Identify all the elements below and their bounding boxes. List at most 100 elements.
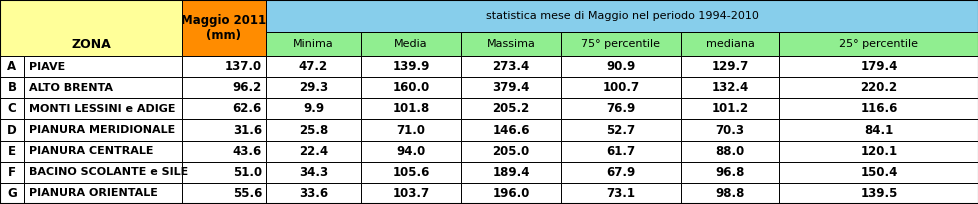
Text: statistica mese di Maggio nel periodo 1994-2010: statistica mese di Maggio nel periodo 19… [485,11,758,21]
Text: B: B [8,81,17,94]
Bar [0,0,182,56]
Text: BACINO SCOLANTE e SILE: BACINO SCOLANTE e SILE [29,167,188,177]
Bar [361,141,461,162]
Text: 189.4: 189.4 [492,166,529,179]
Text: PIANURA CENTRALE: PIANURA CENTRALE [29,146,154,156]
Bar [560,32,681,56]
Text: Massima: Massima [486,39,535,49]
Bar [24,98,182,119]
Text: Media: Media [394,39,427,49]
Bar [0,119,24,141]
Text: F: F [8,166,16,179]
Bar [361,77,461,98]
Text: 70.3: 70.3 [715,123,743,136]
Bar [681,162,778,183]
Bar [182,183,266,204]
Text: 61.7: 61.7 [605,145,635,158]
Text: ZONA: ZONA [71,38,111,51]
Text: 146.6: 146.6 [492,123,529,136]
Text: 120.1: 120.1 [860,145,897,158]
Bar [778,141,978,162]
Text: 94.0: 94.0 [396,145,425,158]
Bar [182,56,266,77]
Text: 205.2: 205.2 [492,102,529,115]
Text: 379.4: 379.4 [492,81,529,94]
Text: 52.7: 52.7 [605,123,635,136]
Text: Maggio 2011
(mm): Maggio 2011 (mm) [181,14,266,42]
Bar [24,183,182,204]
Bar [24,77,182,98]
Text: 101.2: 101.2 [711,102,748,115]
Bar [182,162,266,183]
Text: 25.8: 25.8 [298,123,328,136]
Text: 62.6: 62.6 [233,102,262,115]
Text: 205.0: 205.0 [492,145,529,158]
Bar [0,56,24,77]
Bar [560,183,681,204]
Bar [182,0,266,56]
Bar [560,98,681,119]
Text: 67.9: 67.9 [605,166,635,179]
Bar [681,183,778,204]
Text: 116.6: 116.6 [860,102,897,115]
Bar [266,119,361,141]
Bar [266,183,361,204]
Text: 71.0: 71.0 [396,123,425,136]
Text: 75° percentile: 75° percentile [581,39,660,49]
Bar [361,162,461,183]
Bar [778,32,978,56]
Bar [681,98,778,119]
Text: 47.2: 47.2 [298,60,328,73]
Bar [461,141,560,162]
Bar [361,119,461,141]
Bar [461,56,560,77]
Bar [24,119,182,141]
Text: 88.0: 88.0 [715,145,744,158]
Bar [182,77,266,98]
Text: PIANURA MERIDIONALE: PIANURA MERIDIONALE [29,125,175,135]
Text: 90.9: 90.9 [605,60,635,73]
Text: 33.6: 33.6 [298,187,328,200]
Bar [461,183,560,204]
Bar [182,98,266,119]
Text: 51.0: 51.0 [233,166,262,179]
Bar [681,56,778,77]
Text: 103.7: 103.7 [392,187,429,200]
Bar [361,56,461,77]
Bar [681,32,778,56]
Text: PIANURA ORIENTALE: PIANURA ORIENTALE [29,188,157,198]
Text: ALTO BRENTA: ALTO BRENTA [29,83,112,93]
Bar [266,0,978,32]
Bar [0,162,24,183]
Text: MONTI LESSINI e ADIGE: MONTI LESSINI e ADIGE [29,104,175,114]
Bar [681,141,778,162]
Text: 22.4: 22.4 [298,145,328,158]
Bar [461,98,560,119]
Bar [266,32,361,56]
Bar [182,141,266,162]
Text: 139.5: 139.5 [860,187,897,200]
Text: C: C [8,102,17,115]
Bar [560,162,681,183]
Bar [0,141,24,162]
Bar [560,141,681,162]
Text: 96.2: 96.2 [233,81,262,94]
Bar [0,183,24,204]
Text: 76.9: 76.9 [605,102,635,115]
Text: 100.7: 100.7 [601,81,639,94]
Text: 179.4: 179.4 [860,60,897,73]
Text: 196.0: 196.0 [492,187,529,200]
Text: PIAVE: PIAVE [29,62,66,72]
Bar [266,141,361,162]
Text: 25° percentile: 25° percentile [839,39,917,49]
Bar [778,183,978,204]
Text: Minima: Minima [292,39,333,49]
Text: 73.1: 73.1 [606,187,635,200]
Bar [266,56,361,77]
Bar [461,32,560,56]
Text: 31.6: 31.6 [233,123,262,136]
Bar [778,119,978,141]
Bar [361,32,461,56]
Text: E: E [8,145,16,158]
Text: 96.8: 96.8 [715,166,744,179]
